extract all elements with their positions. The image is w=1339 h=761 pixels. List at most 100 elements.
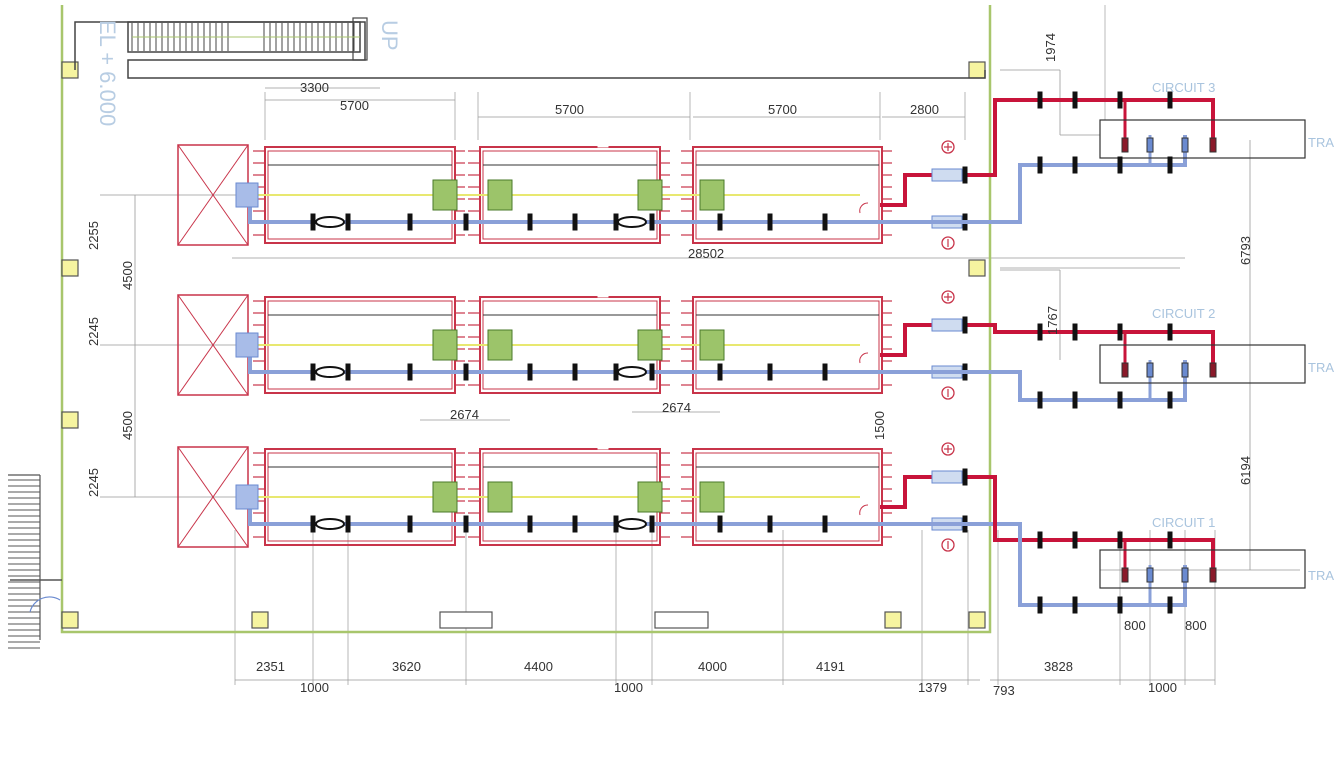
column <box>61 611 79 629</box>
stair-outline <box>74 21 986 79</box>
dim-1000-b: 1000 <box>614 680 643 695</box>
pump-icon <box>235 484 259 510</box>
bus-clamp <box>1167 391 1173 409</box>
bus-clamp <box>310 515 316 533</box>
bus-clamp <box>345 213 351 231</box>
box-cross <box>177 294 249 396</box>
dim-28502: 28502 <box>688 246 724 261</box>
box-cross <box>177 144 249 246</box>
coupling-icon <box>699 329 725 361</box>
bus-clamp <box>1167 323 1173 341</box>
terminal <box>1209 137 1217 153</box>
bus-clamp <box>463 363 469 381</box>
bus-clamp <box>345 515 351 533</box>
dim-800-b: 800 <box>1185 618 1207 633</box>
bus-clamp <box>767 363 773 381</box>
bus-clamp <box>407 515 413 533</box>
coupling-icon <box>487 179 513 211</box>
circuit-2-transformer <box>1099 344 1306 384</box>
bus-clamp <box>1167 156 1173 174</box>
bus-clamp <box>1037 156 1043 174</box>
bus-clamp <box>822 515 828 533</box>
bus-clamp <box>572 363 578 381</box>
dim-3620: 3620 <box>392 659 421 674</box>
bus-clamp <box>962 166 968 184</box>
valve-icon <box>315 366 345 378</box>
bus-clamp <box>310 363 316 381</box>
positive-terminal-icon <box>941 290 955 304</box>
bus-clamp <box>1167 91 1173 109</box>
bus-clamp <box>1117 596 1123 614</box>
valve-icon <box>617 518 647 530</box>
bus-clamp <box>962 316 968 334</box>
coupling-icon <box>637 179 663 211</box>
bus-clamp <box>527 213 533 231</box>
bus-clamp <box>407 213 413 231</box>
coupling-icon <box>487 481 513 513</box>
bus-clamp <box>717 213 723 231</box>
terminal <box>1209 567 1217 583</box>
bus-clamp <box>1117 531 1123 549</box>
terminal <box>1181 137 1189 153</box>
valve-icon <box>617 366 647 378</box>
transformer-label-1: TRA <box>1308 568 1334 583</box>
dim-2800: 2800 <box>910 102 939 117</box>
bus-clamp <box>1072 323 1078 341</box>
bus-clamp <box>463 515 469 533</box>
bus-clamp <box>345 363 351 381</box>
dim-1000-c: 1000 <box>1148 680 1177 695</box>
bus-clamp <box>1072 156 1078 174</box>
circuit-3-transformer <box>1099 119 1306 159</box>
bus-clamp <box>1072 596 1078 614</box>
dim-1500: 1500 <box>872 411 887 440</box>
box-cross <box>177 446 249 548</box>
coupling-icon <box>699 179 725 211</box>
column <box>61 61 79 79</box>
bus-clamp <box>767 515 773 533</box>
dim-1974: 1974 <box>1043 33 1058 62</box>
coupling-icon <box>637 329 663 361</box>
dim-793: 793 <box>993 683 1015 698</box>
dim-5700-b: 5700 <box>555 102 584 117</box>
coupling-icon <box>699 481 725 513</box>
negative-terminal-icon <box>941 538 955 552</box>
terminal <box>1121 362 1129 378</box>
coupling-icon <box>487 329 513 361</box>
bus-clamp <box>717 363 723 381</box>
coupling-icon <box>432 481 458 513</box>
dim-5700-a: 5700 <box>340 98 369 113</box>
pump-icon <box>235 332 259 358</box>
bus-clamp <box>527 363 533 381</box>
building-wall <box>60 5 992 634</box>
pump-icon <box>235 182 259 208</box>
bus-clamp <box>463 213 469 231</box>
terminal <box>1209 362 1217 378</box>
bus-clamp <box>822 213 828 231</box>
dim-2674-b: 2674 <box>662 400 691 415</box>
valve-icon <box>617 216 647 228</box>
terminal <box>1121 137 1129 153</box>
dim-4500-a: 4500 <box>120 261 135 290</box>
dim-1379: 1379 <box>918 680 947 695</box>
bus-clamp <box>572 213 578 231</box>
tank-unit-2 <box>177 290 1000 400</box>
circuit-2-label: CIRCUIT 2 <box>1152 306 1215 321</box>
bus-clamp <box>1167 596 1173 614</box>
gap <box>597 142 609 148</box>
coupling-icon <box>432 179 458 211</box>
circuit-2-positive-line <box>985 323 1215 365</box>
circuit-3-negative-line <box>1000 135 1187 224</box>
dim-4191: 4191 <box>816 659 845 674</box>
elbow <box>859 504 869 516</box>
dim-1767: 1767 <box>1045 306 1060 335</box>
floor-hatch <box>654 611 709 629</box>
tank-unit-3 <box>177 140 1000 250</box>
bus-clamp <box>1037 323 1043 341</box>
bus-clamp <box>1072 531 1078 549</box>
dim-4500-b: 4500 <box>120 411 135 440</box>
negative-terminal-icon <box>941 386 955 400</box>
bus-clamp <box>1037 91 1043 109</box>
circuit-3-label: CIRCUIT 3 <box>1152 80 1215 95</box>
bus-clamp <box>717 515 723 533</box>
